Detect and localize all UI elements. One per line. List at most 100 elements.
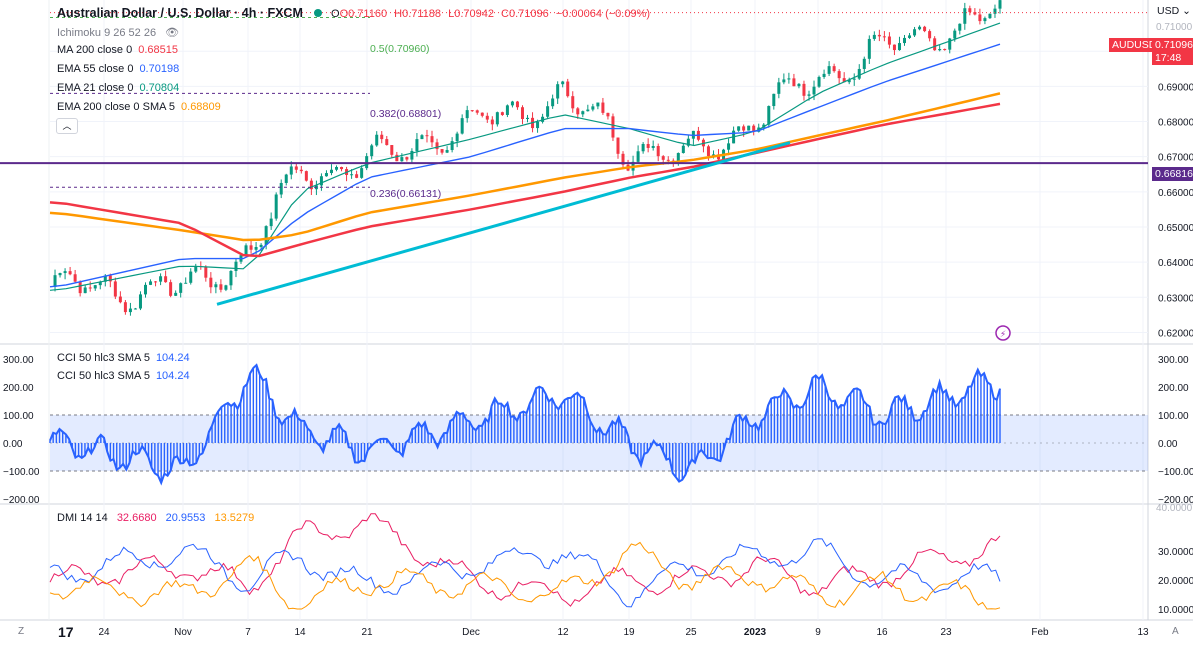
candle-body [727,143,731,150]
candle-body [395,154,399,162]
candle-body [133,308,137,310]
candle-body [375,134,379,146]
candle-body [953,30,957,39]
candle-body [138,294,142,309]
candle-body [948,38,952,50]
candle-body [380,134,384,140]
candle-body [319,176,323,186]
ma200-line [49,102,1001,258]
candle-body [365,156,369,169]
candle-body [978,14,982,22]
candle-body [485,115,489,120]
candle-body [681,145,685,154]
cci-tick-label: 200.00 [1158,383,1189,394]
candle-body [646,143,650,148]
candle-body [244,245,248,256]
time-label: 7 [245,627,251,638]
time-label: 12 [557,627,569,638]
candle-body [747,125,751,131]
time-label: Dec [462,627,480,638]
candle-body [78,281,82,294]
time-label: 19 [623,627,635,638]
candle-body [470,110,474,112]
candle-body [857,68,861,79]
time-label: 13 [1137,627,1149,638]
candle-body [807,94,811,96]
time-label: Feb [1031,627,1049,638]
candle-body [561,81,565,85]
candle-body [53,275,57,287]
price-tick-label: 0.69000 [1158,82,1193,93]
candle-body [536,121,540,129]
time-label: 23 [940,627,952,638]
candle-body [274,194,278,219]
candle-body [993,8,997,14]
time-label: 24 [98,627,110,638]
candle-body [566,81,570,97]
candle-body [279,182,283,195]
dmi-tick-label: 30.0000 [1158,547,1193,558]
lightning-glyph: ⚡ [1000,330,1006,340]
candle-body [284,174,288,183]
candle-body [289,166,293,175]
candle-body [576,108,580,115]
candle-body [149,281,153,285]
candle-body [425,135,429,137]
collapse-legend-button[interactable]: ︿ [56,118,78,134]
candle-body [440,149,444,153]
candle-body [88,287,92,289]
candle-body [93,285,97,289]
candle-body [400,157,404,162]
cci-tick-label: 0.00 [1158,439,1178,450]
time-label: 25 [685,627,697,638]
candle-body [224,285,228,290]
candle-body [179,283,183,293]
candle-body [123,302,127,313]
candle-body [887,36,891,45]
price-tick-label: 0.62000 [1158,328,1193,339]
candle-body [877,34,881,37]
candle-body [872,34,876,39]
candle-body [913,29,917,36]
candle-body [882,36,886,38]
candle-body [83,287,87,294]
candle-body [988,13,992,19]
candle-body [355,174,359,178]
candle-body [656,145,660,157]
candle-body [360,168,364,178]
candle-body [556,84,560,99]
candle-body [737,126,741,131]
candle-body [515,101,519,108]
candle-body [923,26,927,32]
candle-body [335,166,339,170]
candle-body [420,135,424,140]
candle-body [526,117,530,120]
candle-body [943,49,947,51]
candle-body [113,281,117,297]
time-label: 16 [876,627,888,638]
candle-body [968,8,972,13]
candle-body [450,141,454,151]
candle-body [209,277,213,288]
candle-body [465,110,469,119]
candle-body [164,276,168,283]
candle-body [460,118,464,134]
candle-body [621,153,625,165]
candle-body [571,96,575,109]
candle-body [802,83,806,96]
candle-body [475,110,479,113]
candle-body [706,146,710,157]
candle-body [551,98,555,107]
cci-tick-label: 100.00 [1158,411,1189,422]
candle-body [792,78,796,87]
candle-body [973,12,977,15]
price-tick-label: 0.66000 [1158,188,1193,199]
candle-body [666,159,670,161]
cci-histogram [49,363,1001,486]
candle-body [269,218,273,227]
dmi-line-2 [49,538,1001,608]
candle-body [837,71,841,79]
candle-body [983,18,987,22]
candle-body [184,282,188,284]
